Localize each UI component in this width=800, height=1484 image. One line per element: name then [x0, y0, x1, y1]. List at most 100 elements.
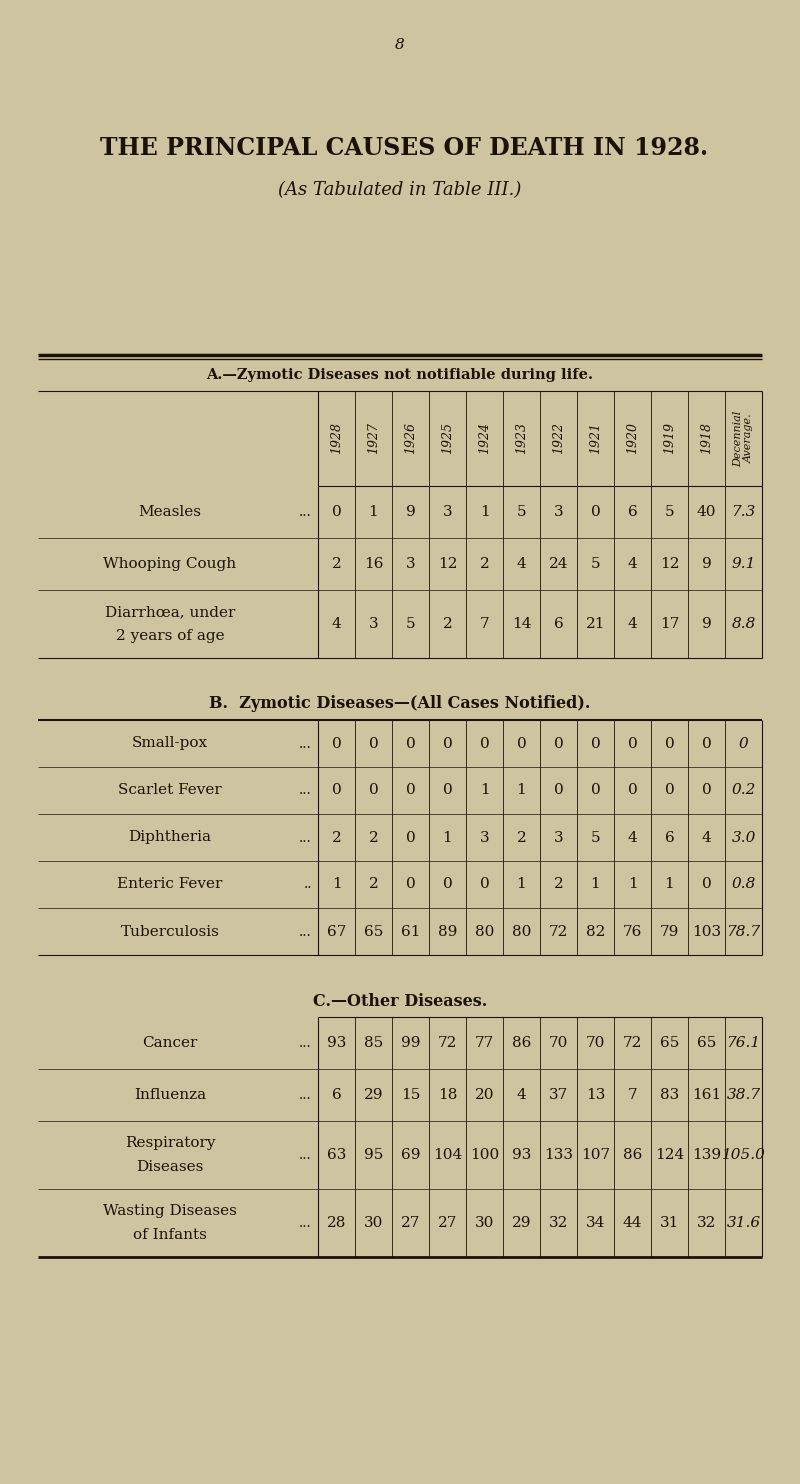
- Text: 4: 4: [628, 556, 638, 571]
- Text: 13: 13: [586, 1088, 605, 1103]
- Text: 65: 65: [364, 925, 383, 938]
- Text: 80: 80: [512, 925, 531, 938]
- Text: 1924: 1924: [478, 423, 491, 454]
- Text: 4: 4: [702, 831, 711, 844]
- Text: 18: 18: [438, 1088, 457, 1103]
- Text: 1: 1: [332, 877, 342, 892]
- Text: 4: 4: [628, 831, 638, 844]
- Text: 103: 103: [692, 925, 721, 938]
- Text: 32: 32: [697, 1215, 716, 1230]
- Text: 0: 0: [702, 736, 711, 751]
- Text: Diphtheria: Diphtheria: [129, 831, 211, 844]
- Text: 1919: 1919: [663, 423, 676, 454]
- Text: 2 years of age: 2 years of age: [116, 629, 224, 643]
- Text: 89: 89: [438, 925, 457, 938]
- Text: 78.7: 78.7: [726, 925, 761, 938]
- Text: 0: 0: [442, 784, 452, 797]
- Text: 72: 72: [623, 1036, 642, 1051]
- Text: Respiratory: Respiratory: [125, 1137, 215, 1150]
- Text: 30: 30: [364, 1215, 383, 1230]
- Text: 82: 82: [586, 925, 605, 938]
- Text: 139: 139: [692, 1149, 721, 1162]
- Text: 86: 86: [512, 1036, 531, 1051]
- Text: 0: 0: [590, 736, 600, 751]
- Text: Diarrhœa, under: Diarrhœa, under: [105, 605, 235, 619]
- Text: 4: 4: [332, 617, 342, 631]
- Text: 28: 28: [327, 1215, 346, 1230]
- Text: Tuberculosis: Tuberculosis: [121, 925, 219, 938]
- Text: 0: 0: [406, 877, 415, 892]
- Text: 0.8: 0.8: [731, 877, 756, 892]
- Text: 1926: 1926: [404, 423, 417, 454]
- Text: 17: 17: [660, 617, 679, 631]
- Text: 7.3: 7.3: [731, 505, 756, 519]
- Text: 0: 0: [738, 736, 748, 751]
- Text: 40: 40: [697, 505, 716, 519]
- Text: 1: 1: [628, 877, 638, 892]
- Text: 124: 124: [655, 1149, 684, 1162]
- Text: 1: 1: [517, 877, 526, 892]
- Text: 133: 133: [544, 1149, 573, 1162]
- Text: 38.7: 38.7: [726, 1088, 761, 1103]
- Text: 5: 5: [665, 505, 674, 519]
- Text: 9: 9: [702, 617, 711, 631]
- Text: 1: 1: [480, 505, 490, 519]
- Text: 1923: 1923: [515, 423, 528, 454]
- Text: 67: 67: [327, 925, 346, 938]
- Text: 0: 0: [332, 505, 342, 519]
- Text: 85: 85: [364, 1036, 383, 1051]
- Text: 1: 1: [665, 877, 674, 892]
- Text: 34: 34: [586, 1215, 605, 1230]
- Text: of Infants: of Infants: [133, 1227, 207, 1242]
- Text: 63: 63: [327, 1149, 346, 1162]
- Text: 76: 76: [623, 925, 642, 938]
- Text: Diseases: Diseases: [136, 1159, 204, 1174]
- Text: 5: 5: [590, 831, 600, 844]
- Text: 0: 0: [332, 736, 342, 751]
- Text: 1922: 1922: [552, 423, 565, 454]
- Text: 2: 2: [369, 831, 378, 844]
- Text: 3: 3: [554, 505, 563, 519]
- Text: 0: 0: [554, 784, 563, 797]
- Text: 24: 24: [549, 556, 568, 571]
- Text: 86: 86: [623, 1149, 642, 1162]
- Text: 6: 6: [628, 505, 638, 519]
- Text: 7: 7: [480, 617, 490, 631]
- Text: 9: 9: [406, 505, 415, 519]
- Text: 70: 70: [586, 1036, 605, 1051]
- Text: 27: 27: [438, 1215, 457, 1230]
- Text: THE PRINCIPAL CAUSES OF DEATH IN 1928.: THE PRINCIPAL CAUSES OF DEATH IN 1928.: [100, 137, 708, 160]
- Text: 6: 6: [332, 1088, 342, 1103]
- Text: 0: 0: [442, 877, 452, 892]
- Text: 5: 5: [406, 617, 415, 631]
- Text: 2: 2: [480, 556, 490, 571]
- Text: 100: 100: [470, 1149, 499, 1162]
- Text: ...: ...: [299, 736, 312, 751]
- Text: 0: 0: [517, 736, 526, 751]
- Text: 5: 5: [517, 505, 526, 519]
- Text: 2: 2: [332, 831, 342, 844]
- Text: 27: 27: [401, 1215, 420, 1230]
- Text: 5: 5: [590, 556, 600, 571]
- Text: ...: ...: [299, 1149, 312, 1162]
- Text: 12: 12: [660, 556, 679, 571]
- Text: 3: 3: [369, 617, 378, 631]
- Text: 161: 161: [692, 1088, 721, 1103]
- Text: 30: 30: [475, 1215, 494, 1230]
- Text: 0: 0: [406, 784, 415, 797]
- Text: 1918: 1918: [700, 423, 713, 454]
- Text: 37: 37: [549, 1088, 568, 1103]
- Text: 72: 72: [438, 1036, 457, 1051]
- Text: 1927: 1927: [367, 423, 380, 454]
- Text: (As Tabulated in Table III.): (As Tabulated in Table III.): [278, 181, 522, 199]
- Text: 0: 0: [332, 784, 342, 797]
- Text: 3: 3: [442, 505, 452, 519]
- Text: 1: 1: [369, 505, 378, 519]
- Text: ...: ...: [299, 1215, 312, 1230]
- Text: Whooping Cough: Whooping Cough: [103, 556, 237, 571]
- Text: A.—Zymotic Diseases not notifiable during life.: A.—Zymotic Diseases not notifiable durin…: [206, 368, 594, 381]
- Text: 4: 4: [517, 556, 526, 571]
- Text: 2: 2: [442, 617, 452, 631]
- Text: 105.0: 105.0: [722, 1149, 766, 1162]
- Text: 76.1: 76.1: [726, 1036, 761, 1051]
